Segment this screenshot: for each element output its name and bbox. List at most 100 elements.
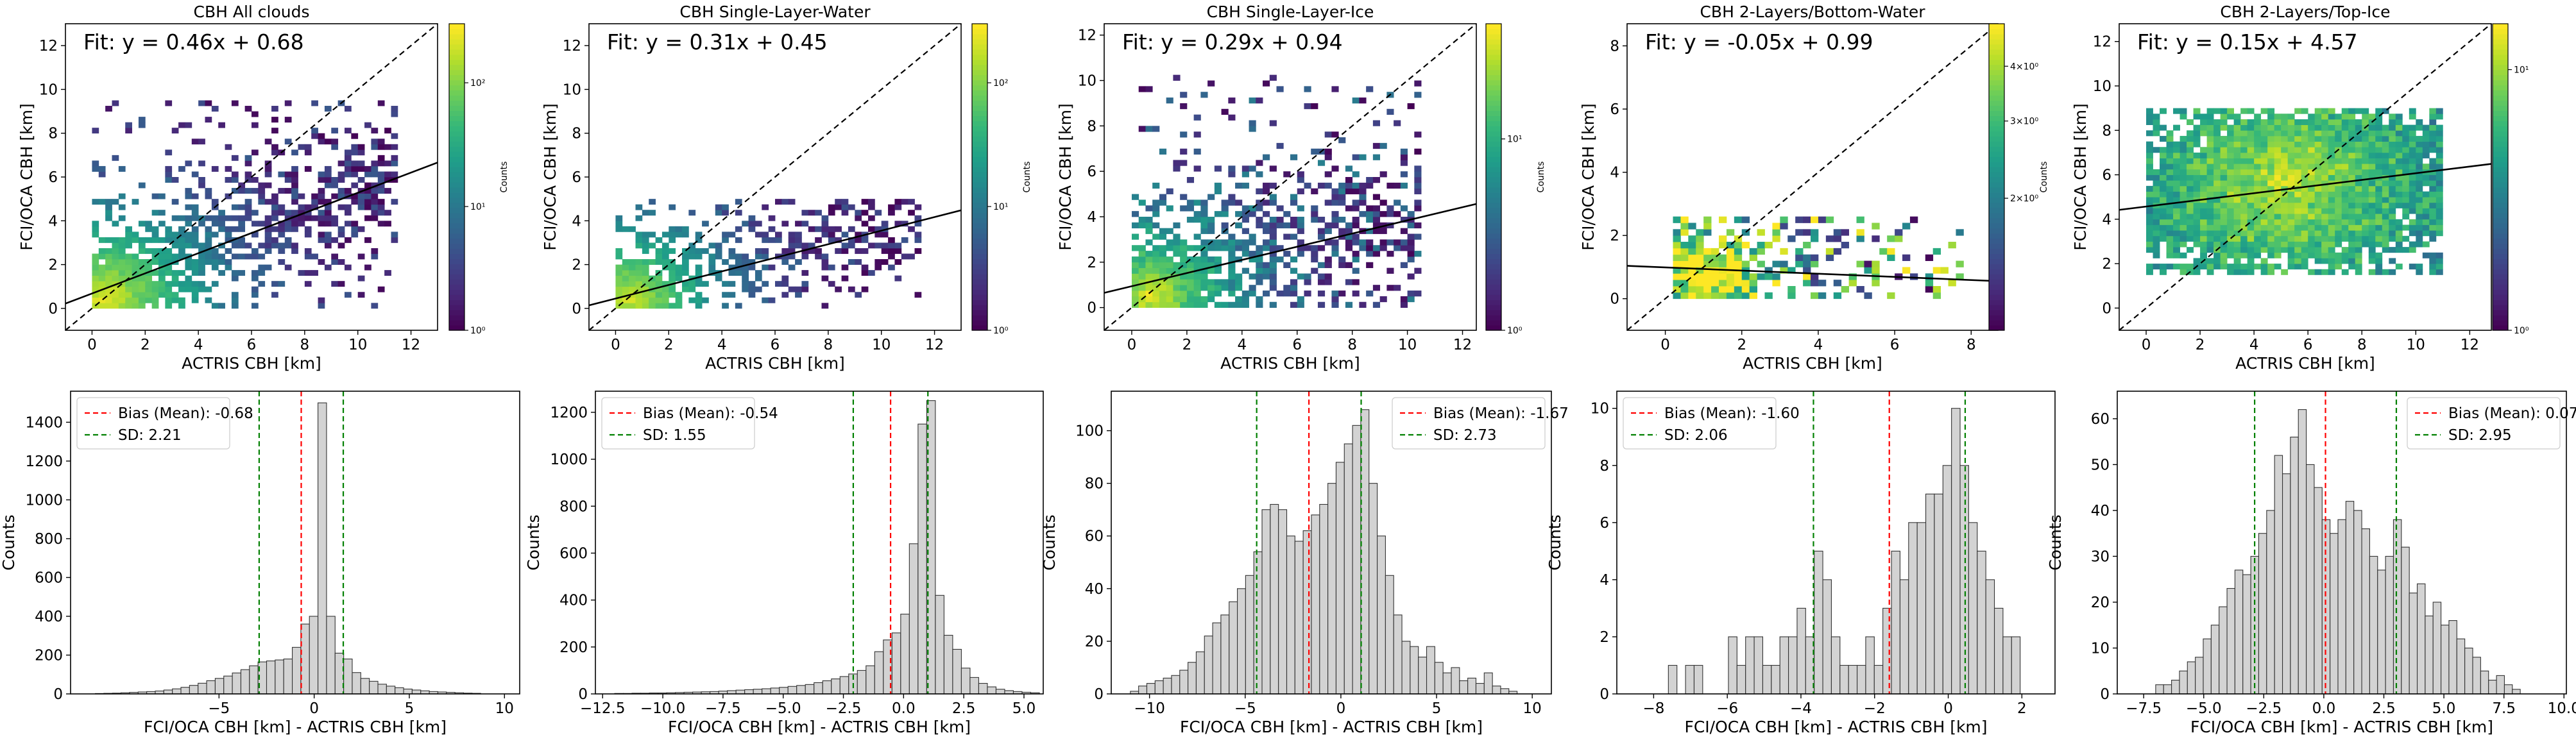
heatmap-cell xyxy=(2368,147,2376,153)
colorbar-segment xyxy=(449,253,465,260)
heatmap-cell xyxy=(2301,208,2308,214)
heatmap-cell xyxy=(715,275,722,282)
heatmap-cell xyxy=(2267,208,2275,214)
heatmap-cell xyxy=(271,242,278,249)
heatmap-cell xyxy=(708,264,716,271)
heatmap-cell xyxy=(821,253,829,260)
heatmap-cell xyxy=(178,297,185,303)
heatmap-cell xyxy=(2247,135,2255,142)
heatmap-cell xyxy=(2368,191,2376,198)
heatmap-cell xyxy=(841,199,849,205)
heatmap-cell xyxy=(2362,135,2369,142)
heatmap-ytick-label: 0 xyxy=(572,301,581,317)
heatmap-cell xyxy=(748,264,756,271)
heatmap-cell xyxy=(1241,296,1249,303)
heatmap-cell xyxy=(1269,194,1277,200)
heatmap-cell xyxy=(1256,160,1263,166)
heatmap-cell xyxy=(2247,119,2255,126)
heatmap-cell xyxy=(2213,219,2221,225)
heatmap-cell xyxy=(2341,247,2349,253)
heatmap-cell xyxy=(98,237,106,243)
heatmap-cell xyxy=(828,232,835,238)
heatmap-cell xyxy=(2240,169,2248,175)
colorbar-segment xyxy=(1486,269,1501,274)
heatmap-cell xyxy=(2287,174,2295,181)
heatmap-cell xyxy=(2267,241,2275,248)
heatmap-cell xyxy=(2301,135,2308,142)
colorbar-segment xyxy=(2493,74,2508,81)
heatmap-cell xyxy=(198,259,205,265)
heatmap-cell xyxy=(2200,130,2207,137)
heatmap-cell xyxy=(1372,285,1381,291)
heatmap-cell xyxy=(1207,296,1215,303)
heatmap-cell xyxy=(1180,285,1188,291)
histogram-panel-2: −12.5 −10.0 −7.5 −5.0 −2.5 0.0 2.5 5.0020040060… xyxy=(524,391,1044,736)
heatmap-cell xyxy=(1200,273,1208,280)
heatmap-cell xyxy=(324,106,332,112)
heatmap-cell xyxy=(2287,214,2295,220)
hist-ytick-label: 0 xyxy=(1599,686,1609,703)
heatmap-cell xyxy=(722,237,729,243)
heatmap-cell xyxy=(2308,202,2316,208)
heatmap-cell xyxy=(735,259,742,265)
colorbar-segment xyxy=(1486,38,1501,45)
heatmap-cell xyxy=(1290,154,1298,160)
heatmap-cell xyxy=(1290,279,1298,285)
heatmap-cell xyxy=(661,232,669,238)
heatmap-cell xyxy=(125,303,132,309)
heatmap-cell xyxy=(2220,174,2228,181)
heatmap-cell xyxy=(2187,141,2194,148)
heatmap-ytick-label: 10 xyxy=(563,81,581,98)
heatmap-cell xyxy=(1696,242,1704,249)
heatmap-cell xyxy=(1703,286,1712,293)
hist-ytick-label: 40 xyxy=(2091,503,2110,519)
histogram-bar xyxy=(352,672,361,695)
heatmap-cell xyxy=(615,248,623,254)
heatmap-cell xyxy=(2368,258,2376,264)
fit-label: Fit: y = 0.46x + 0.68 xyxy=(83,30,304,55)
heatmap-cell xyxy=(841,232,849,238)
heatmap-cell xyxy=(1263,273,1270,280)
heatmap-cell xyxy=(629,275,636,282)
heatmap-cell xyxy=(2281,241,2289,248)
heatmap-cell xyxy=(1166,279,1173,285)
hist-xlabel: FCI/OCA CBH [km] - ACTRIS CBH [km] xyxy=(144,718,447,736)
colorbar-segment xyxy=(1989,264,2004,269)
histogram-bar xyxy=(943,634,953,695)
heatmap-cell xyxy=(2267,214,2275,220)
heatmap-cell xyxy=(2314,114,2322,120)
heatmap-cell xyxy=(728,253,736,260)
heatmap-cell xyxy=(2389,174,2396,181)
heatmap-cell xyxy=(2220,258,2228,264)
heatmap-cell xyxy=(2368,152,2376,158)
heatmap-cell xyxy=(874,259,882,265)
colorbar-segment xyxy=(449,136,465,142)
heatmap-cell xyxy=(2416,158,2423,164)
colorbar-segment xyxy=(449,156,465,162)
histogram-bar xyxy=(1261,509,1271,695)
heatmap-cell xyxy=(1400,148,1408,155)
heatmap-cell xyxy=(1269,273,1277,280)
heatmap-cell xyxy=(298,144,305,150)
heatmap-cell xyxy=(2160,158,2167,164)
heatmap-cell xyxy=(2308,124,2316,131)
heatmap-cell xyxy=(2409,169,2416,175)
heatmap-cell xyxy=(1795,248,1804,255)
heatmap-cell xyxy=(198,100,205,106)
heatmap-cell xyxy=(2247,235,2255,242)
heatmap-cell xyxy=(2308,180,2316,187)
heatmap-cell xyxy=(118,292,126,298)
heatmap-cell xyxy=(2254,235,2262,242)
colorbar-segment xyxy=(2493,110,2508,116)
heatmap-cell xyxy=(211,253,219,260)
heatmap-cell xyxy=(198,264,205,271)
colorbar-segment xyxy=(1486,274,1501,280)
hist-xlabel: FCI/OCA CBH [km] - ACTRIS CBH [km] xyxy=(2190,718,2493,736)
colorbar-segment xyxy=(449,59,465,65)
heatmap-cell xyxy=(894,199,902,205)
heatmap-cell xyxy=(2267,152,2275,158)
heatmap-cell xyxy=(2301,247,2308,253)
heatmap-cell xyxy=(225,165,232,172)
hist-xtick-label: −8 xyxy=(1642,700,1664,717)
heatmap-cell xyxy=(1673,254,1681,261)
